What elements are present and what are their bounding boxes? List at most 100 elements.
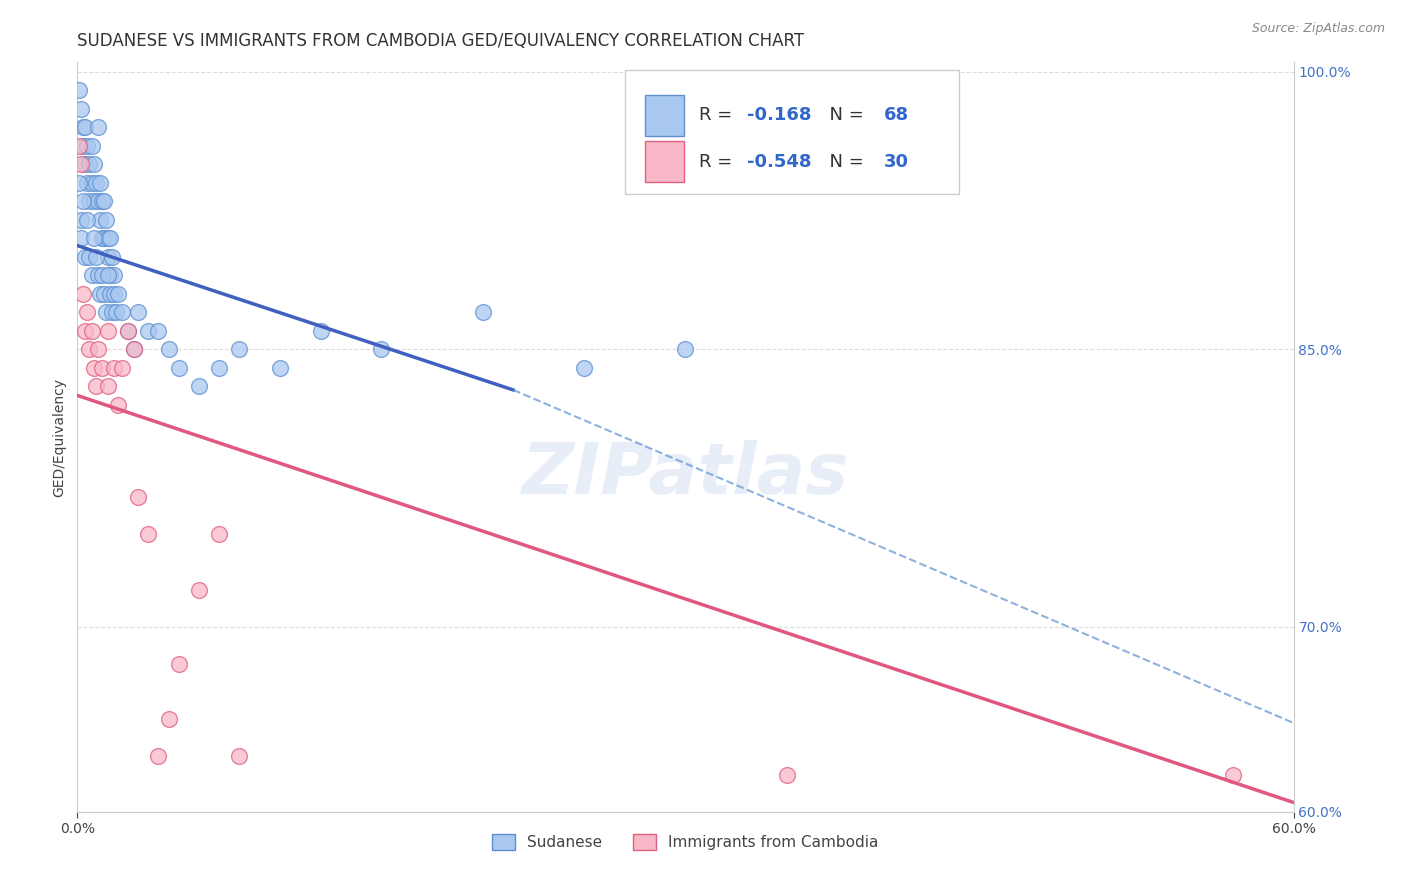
Point: [86, 268, 108, 283]
Point: [75, 324, 97, 338]
Point: [72, 194, 94, 209]
Point: [471, 305, 494, 319]
Point: [188, 379, 211, 393]
Point: [98, 286, 121, 301]
Point: [269, 860, 291, 874]
Text: Source: ZipAtlas.com: Source: ZipAtlas.com: [1251, 22, 1385, 36]
Text: R =: R =: [699, 153, 738, 170]
Point: [72, 286, 94, 301]
Point: [80, 268, 103, 283]
Point: [97, 250, 120, 264]
Point: [101, 250, 124, 264]
Point: [157, 712, 180, 726]
FancyBboxPatch shape: [624, 70, 959, 194]
Point: [72, 120, 94, 135]
Point: [269, 360, 291, 375]
Point: [122, 342, 145, 356]
Point: [208, 527, 231, 541]
Point: [70, 231, 93, 245]
Point: [84, 379, 107, 393]
Point: [157, 342, 180, 356]
Point: [90, 360, 112, 375]
Text: 68: 68: [883, 106, 908, 124]
Point: [104, 305, 127, 319]
Text: SUDANESE VS IMMIGRANTS FROM CAMBODIA GED/EQUIVALENCY CORRELATION CHART: SUDANESE VS IMMIGRANTS FROM CAMBODIA GED…: [77, 32, 804, 50]
Point: [94, 212, 117, 227]
Point: [93, 231, 115, 245]
Point: [93, 194, 115, 209]
Point: [167, 360, 190, 375]
Point: [67, 176, 90, 190]
Point: [111, 305, 134, 319]
Point: [76, 138, 98, 153]
Point: [93, 286, 115, 301]
Point: [89, 212, 111, 227]
Point: [1222, 768, 1244, 782]
Point: [84, 250, 107, 264]
Text: -0.548: -0.548: [748, 153, 811, 170]
Point: [101, 305, 124, 319]
Point: [107, 398, 129, 412]
Point: [76, 212, 98, 227]
Point: [136, 527, 159, 541]
Point: [86, 194, 108, 209]
Point: [675, 342, 697, 356]
Point: [89, 176, 111, 190]
Point: [136, 324, 159, 338]
Point: [70, 212, 93, 227]
Point: [208, 360, 231, 375]
Point: [572, 360, 595, 375]
Point: [103, 286, 125, 301]
Point: [83, 360, 105, 375]
Point: [76, 305, 98, 319]
Point: [97, 231, 120, 245]
Point: [70, 102, 93, 116]
Y-axis label: GED/Equivalency: GED/Equivalency: [52, 377, 66, 497]
Point: [117, 324, 139, 338]
Point: [107, 286, 129, 301]
Point: [79, 157, 101, 171]
Point: [80, 324, 103, 338]
Point: [79, 250, 101, 264]
Text: N =: N =: [818, 106, 869, 124]
Point: [167, 657, 190, 671]
Point: [103, 268, 125, 283]
Point: [84, 176, 107, 190]
Point: [111, 360, 134, 375]
Text: -0.168: -0.168: [748, 106, 811, 124]
Point: [79, 342, 101, 356]
Point: [97, 379, 120, 393]
Point: [127, 305, 149, 319]
Text: 30: 30: [883, 153, 908, 170]
Point: [72, 138, 94, 153]
Point: [79, 194, 101, 209]
Point: [90, 231, 112, 245]
Point: [98, 231, 121, 245]
Point: [776, 768, 799, 782]
Point: [75, 157, 97, 171]
Point: [67, 138, 90, 153]
Point: [103, 360, 125, 375]
Point: [76, 176, 98, 190]
Point: [86, 120, 108, 135]
Point: [127, 490, 149, 504]
Text: R =: R =: [699, 106, 738, 124]
Point: [83, 231, 105, 245]
Point: [83, 157, 105, 171]
Point: [89, 286, 111, 301]
Text: N =: N =: [818, 153, 869, 170]
Point: [86, 342, 108, 356]
Legend: Sudanese, Immigrants from Cambodia: Sudanese, Immigrants from Cambodia: [486, 829, 884, 856]
Point: [80, 138, 103, 153]
Point: [228, 749, 250, 764]
Point: [98, 268, 121, 283]
Point: [309, 324, 332, 338]
Point: [70, 157, 93, 171]
Point: [90, 268, 112, 283]
Point: [370, 342, 392, 356]
Point: [122, 342, 145, 356]
Point: [97, 268, 120, 283]
Text: ZIPatlas: ZIPatlas: [522, 440, 849, 509]
FancyBboxPatch shape: [645, 95, 685, 136]
Point: [80, 176, 103, 190]
